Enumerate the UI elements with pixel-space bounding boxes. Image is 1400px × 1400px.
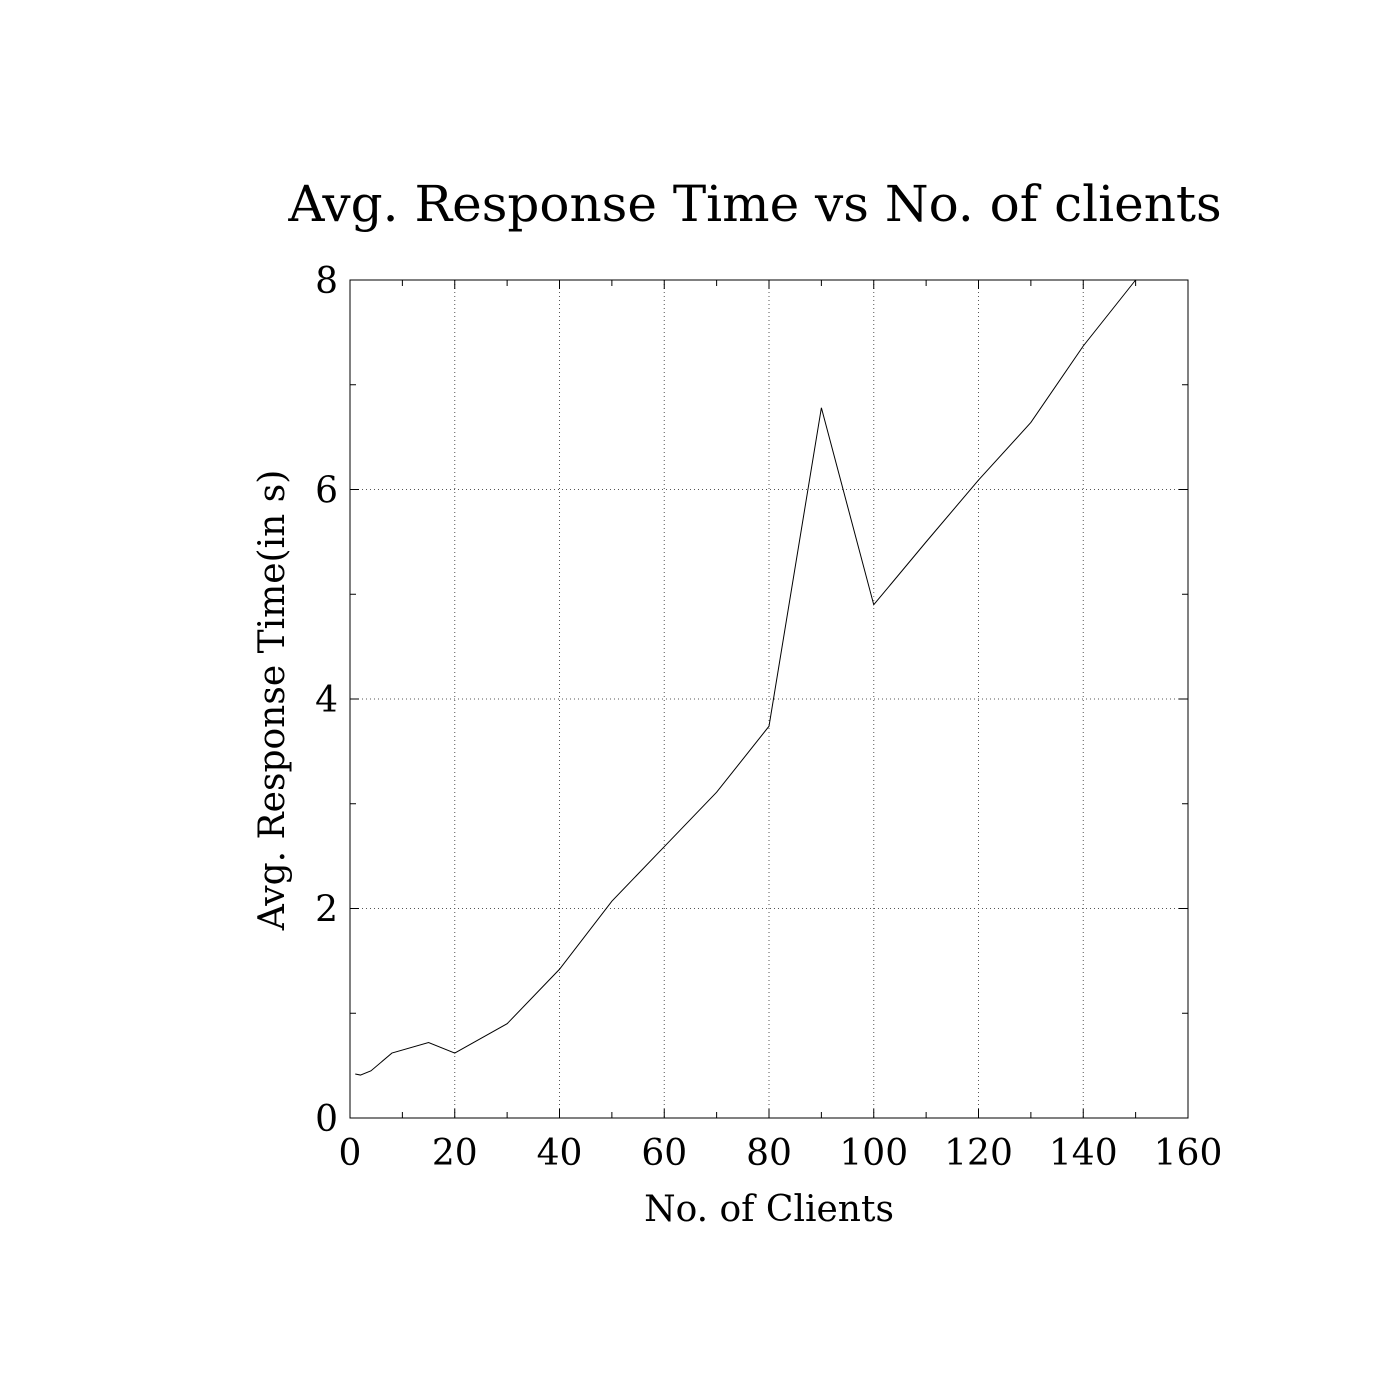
plot-area-frame — [349, 279, 1189, 1119]
chart-title: Avg. Response Time vs No. of clients — [287, 175, 1221, 233]
y-tick-label: 2 — [315, 890, 338, 931]
y-tick-label: 4 — [315, 680, 338, 721]
x-tick-label: 160 — [1154, 1133, 1223, 1174]
x-tick-label: 0 — [339, 1133, 362, 1174]
x-tick-label: 60 — [641, 1133, 687, 1174]
x-tick-label: 100 — [839, 1133, 908, 1174]
x-tick-labels: 0 20 40 60 80 100 120 140 160 — [339, 1133, 1223, 1174]
series-line-0 — [355, 279, 1137, 1076]
x-tick-label: 140 — [1049, 1133, 1118, 1174]
x-axis-label: No. of Clients — [644, 1189, 894, 1230]
y-tick-label: 8 — [315, 261, 338, 302]
x-tick-label: 40 — [537, 1133, 583, 1174]
series-layer — [355, 279, 1137, 1076]
x-tick-label: 80 — [746, 1133, 792, 1174]
y-tick-label: 0 — [315, 1099, 338, 1140]
y-axis-label: Avg. Response Time(in s) — [252, 470, 293, 932]
y-tick-label: 6 — [315, 471, 338, 512]
tick-marks — [349, 279, 1189, 1119]
x-tick-label: 120 — [944, 1133, 1013, 1174]
x-tick-label: 20 — [432, 1133, 478, 1174]
y-tick-labels: 0 2 4 6 8 — [315, 261, 338, 1140]
grid-lines — [350, 280, 1188, 1118]
